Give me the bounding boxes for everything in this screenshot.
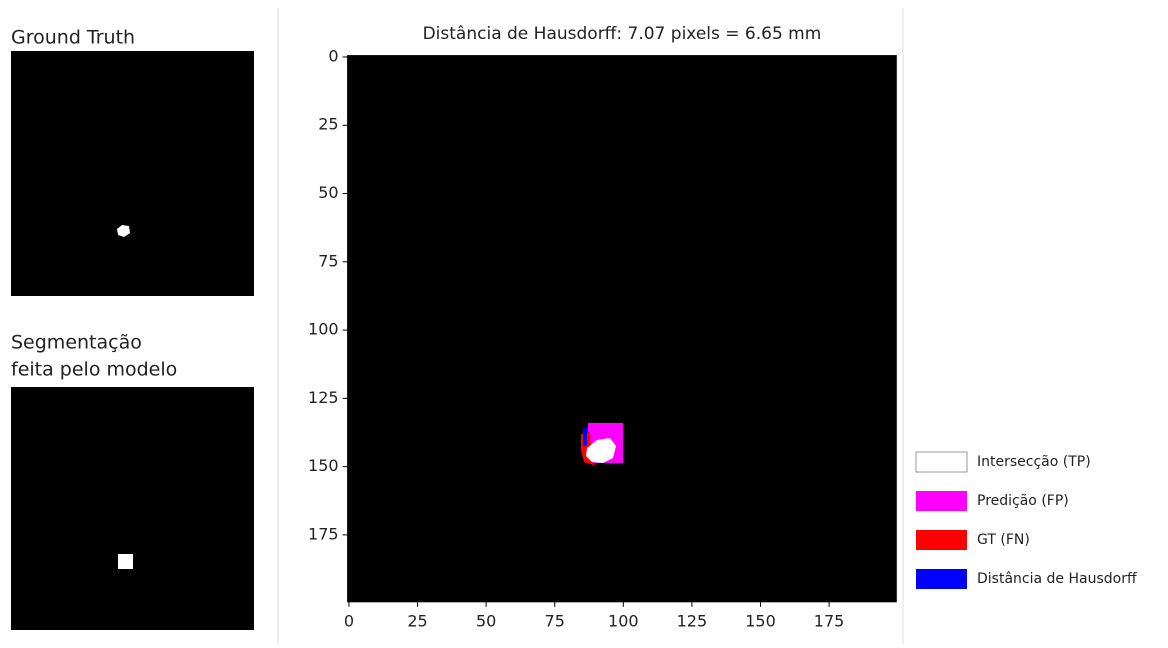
y-tick-label: 175	[308, 524, 339, 543]
y-tick-label: 150	[308, 456, 339, 475]
legend-swatch	[916, 491, 967, 511]
hausdorff-line	[583, 428, 587, 446]
legend-swatch	[916, 452, 967, 472]
pred-blob	[118, 554, 133, 569]
x-tick-label: 25	[407, 611, 427, 630]
x-tick-label: 125	[677, 611, 708, 630]
x-tick-label: 50	[476, 611, 496, 630]
x-tick-label: 75	[545, 611, 565, 630]
y-tick-label: 125	[308, 388, 339, 407]
panel-title: Segmentação	[11, 332, 142, 354]
chart-title: Distância de Hausdorff: 7.07 pixels = 6.…	[423, 24, 822, 44]
panel-title: feita pelo modelo	[11, 359, 177, 381]
legend-label: Distância de Hausdorff	[977, 571, 1137, 587]
y-tick-label: 100	[308, 320, 339, 339]
image-area	[348, 56, 897, 602]
x-tick-label: 150	[745, 611, 776, 630]
screen: Ground Truth Segmentação feita pelo mode…	[0, 0, 1168, 644]
x-tick-label: 0	[344, 611, 354, 630]
panel-title: Ground Truth	[11, 27, 135, 49]
prediction-image	[11, 387, 254, 630]
y-tick-label: 0	[328, 46, 338, 65]
legend-label: GT (FN)	[977, 532, 1030, 548]
legend-label: Predição (FP)	[977, 493, 1069, 509]
legend-swatch	[916, 530, 967, 550]
x-tick-label: 100	[608, 611, 639, 630]
y-tick-label: 50	[318, 183, 338, 202]
legend-swatch	[916, 569, 967, 589]
legend-label: Intersecção (TP)	[977, 454, 1091, 470]
x-tick-label: 175	[814, 611, 845, 630]
y-tick-label: 25	[318, 115, 338, 134]
ground-truth-image	[11, 51, 254, 296]
y-tick-label: 75	[318, 251, 338, 270]
